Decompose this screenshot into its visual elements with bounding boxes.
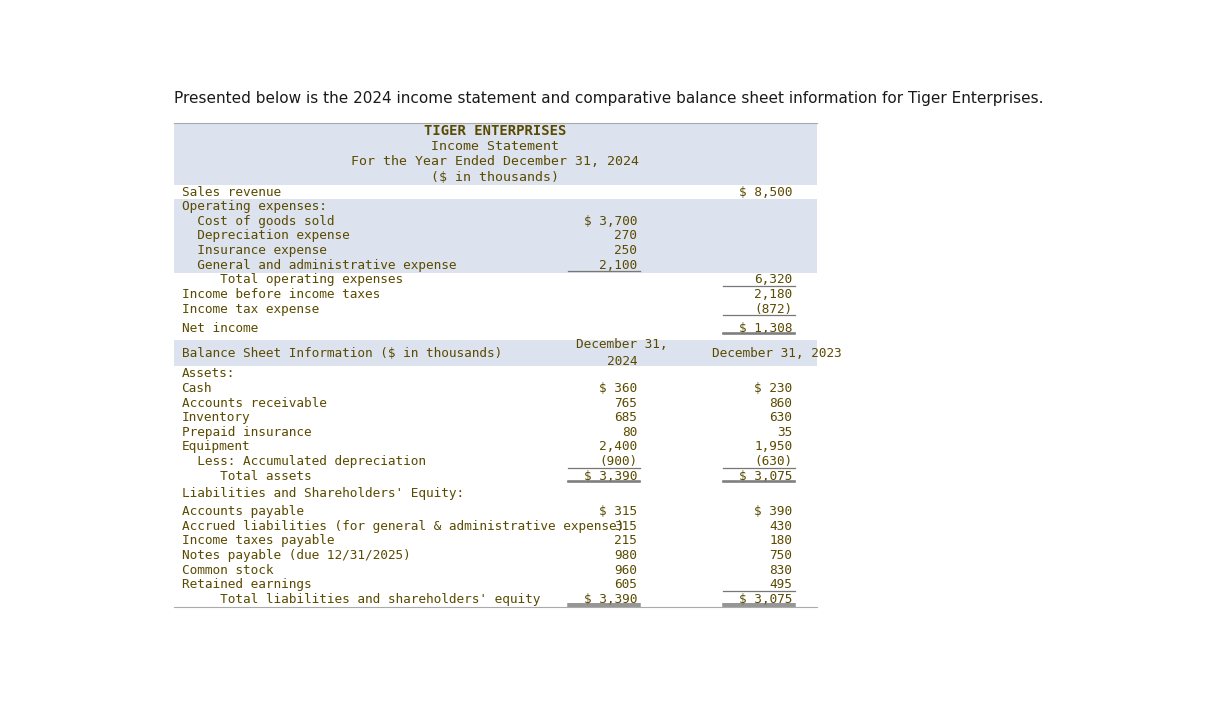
Text: Accounts receivable: Accounts receivable: [181, 396, 326, 409]
Text: 315: 315: [615, 520, 638, 533]
Bar: [174, 185, 817, 200]
Text: $ 390: $ 390: [755, 505, 792, 518]
Text: 270: 270: [615, 230, 638, 243]
Bar: [174, 410, 817, 425]
Text: $ 3,075: $ 3,075: [739, 470, 792, 482]
Text: $ 230: $ 230: [755, 382, 792, 395]
Text: 765: 765: [615, 396, 638, 409]
Text: 430: 430: [769, 520, 792, 533]
Text: 80: 80: [622, 426, 638, 439]
Text: 630: 630: [769, 411, 792, 424]
Text: For the Year Ended December 31, 2024: For the Year Ended December 31, 2024: [352, 155, 639, 168]
Text: 495: 495: [769, 578, 792, 591]
Text: December 31,
2024: December 31, 2024: [576, 338, 668, 368]
Bar: [174, 592, 817, 607]
Bar: [174, 469, 817, 483]
Text: 250: 250: [615, 244, 638, 257]
Bar: [174, 396, 817, 410]
Bar: [174, 425, 817, 439]
Text: Cash: Cash: [181, 382, 212, 395]
Bar: [174, 258, 817, 273]
Text: Operating expenses:: Operating expenses:: [181, 200, 326, 213]
Text: 685: 685: [615, 411, 638, 424]
Bar: [174, 533, 817, 548]
Bar: [174, 302, 817, 317]
Text: Total assets: Total assets: [181, 470, 312, 482]
Text: Insurance expense: Insurance expense: [181, 244, 326, 257]
Text: $ 3,700: $ 3,700: [584, 215, 638, 228]
Text: $ 8,500: $ 8,500: [739, 185, 792, 199]
Text: Presented below is the 2024 income statement and comparative balance sheet infor: Presented below is the 2024 income state…: [174, 90, 1043, 106]
Text: Accounts payable: Accounts payable: [181, 505, 303, 518]
Text: $ 1,308: $ 1,308: [739, 322, 792, 335]
Text: Inventory: Inventory: [181, 411, 251, 424]
Text: December 31, 2023: December 31, 2023: [712, 347, 842, 360]
Text: Retained earnings: Retained earnings: [181, 578, 312, 591]
Text: $ 3,075: $ 3,075: [739, 593, 792, 606]
Text: Depreciation expense: Depreciation expense: [181, 230, 349, 243]
Text: $ 360: $ 360: [599, 382, 638, 395]
Text: Net income: Net income: [181, 322, 258, 335]
Text: $ 3,390: $ 3,390: [584, 593, 638, 606]
Bar: [174, 487, 817, 501]
Bar: [174, 228, 817, 243]
Text: $ 3,390: $ 3,390: [584, 470, 638, 482]
Text: Less: Accumulated depreciation: Less: Accumulated depreciation: [181, 455, 426, 468]
Bar: [174, 243, 817, 258]
Text: $ 315: $ 315: [599, 505, 638, 518]
Text: Income taxes payable: Income taxes payable: [181, 534, 335, 547]
Text: Equipment: Equipment: [181, 440, 251, 453]
Text: 215: 215: [615, 534, 638, 547]
Text: Income before income taxes: Income before income taxes: [181, 288, 380, 301]
Text: 960: 960: [615, 564, 638, 577]
Text: 860: 860: [769, 396, 792, 409]
Bar: [174, 504, 817, 519]
Text: 180: 180: [769, 534, 792, 547]
Bar: [174, 439, 817, 454]
Text: ($ in thousands): ($ in thousands): [432, 170, 560, 184]
Bar: [174, 321, 817, 335]
Text: Accrued liabilities (for general & administrative expense): Accrued liabilities (for general & admin…: [181, 520, 624, 533]
Text: 2,180: 2,180: [755, 288, 792, 301]
Bar: [174, 366, 817, 381]
Text: Total operating expenses: Total operating expenses: [181, 274, 403, 286]
Text: Balance Sheet Information ($ in thousands): Balance Sheet Information ($ in thousand…: [181, 347, 501, 360]
Text: Prepaid insurance: Prepaid insurance: [181, 426, 312, 439]
Text: 2,100: 2,100: [599, 258, 638, 271]
Text: Cost of goods sold: Cost of goods sold: [181, 215, 335, 228]
Text: (900): (900): [599, 455, 638, 468]
Bar: [174, 214, 817, 228]
Text: Liabilities and Shareholders' Equity:: Liabilities and Shareholders' Equity:: [181, 488, 464, 500]
Text: 980: 980: [615, 549, 638, 562]
Text: Notes payable (due 12/31/2025): Notes payable (due 12/31/2025): [181, 549, 410, 562]
Bar: [174, 519, 817, 533]
Text: 35: 35: [776, 426, 792, 439]
Bar: [174, 381, 817, 396]
Text: 1,950: 1,950: [755, 440, 792, 453]
Bar: [174, 340, 817, 366]
Bar: [174, 123, 817, 185]
Text: TIGER ENTERPRISES: TIGER ENTERPRISES: [425, 123, 567, 138]
Text: Income tax expense: Income tax expense: [181, 302, 319, 316]
Text: Income Statement: Income Statement: [432, 140, 560, 153]
Text: Total liabilities and shareholders' equity: Total liabilities and shareholders' equi…: [181, 593, 540, 606]
Text: 2,400: 2,400: [599, 440, 638, 453]
Text: Common stock: Common stock: [181, 564, 273, 577]
Text: 750: 750: [769, 549, 792, 562]
Bar: [174, 548, 817, 563]
Bar: [174, 577, 817, 592]
Bar: [174, 287, 817, 302]
Text: (872): (872): [755, 302, 792, 316]
Text: (630): (630): [755, 455, 792, 468]
Text: 6,320: 6,320: [755, 274, 792, 286]
Bar: [174, 200, 817, 214]
Text: 605: 605: [615, 578, 638, 591]
Text: Assets:: Assets:: [181, 367, 235, 381]
Bar: [174, 273, 817, 287]
Bar: [174, 563, 817, 577]
Text: 830: 830: [769, 564, 792, 577]
Bar: [174, 454, 817, 469]
Text: Sales revenue: Sales revenue: [181, 185, 281, 199]
Text: General and administrative expense: General and administrative expense: [181, 258, 456, 271]
